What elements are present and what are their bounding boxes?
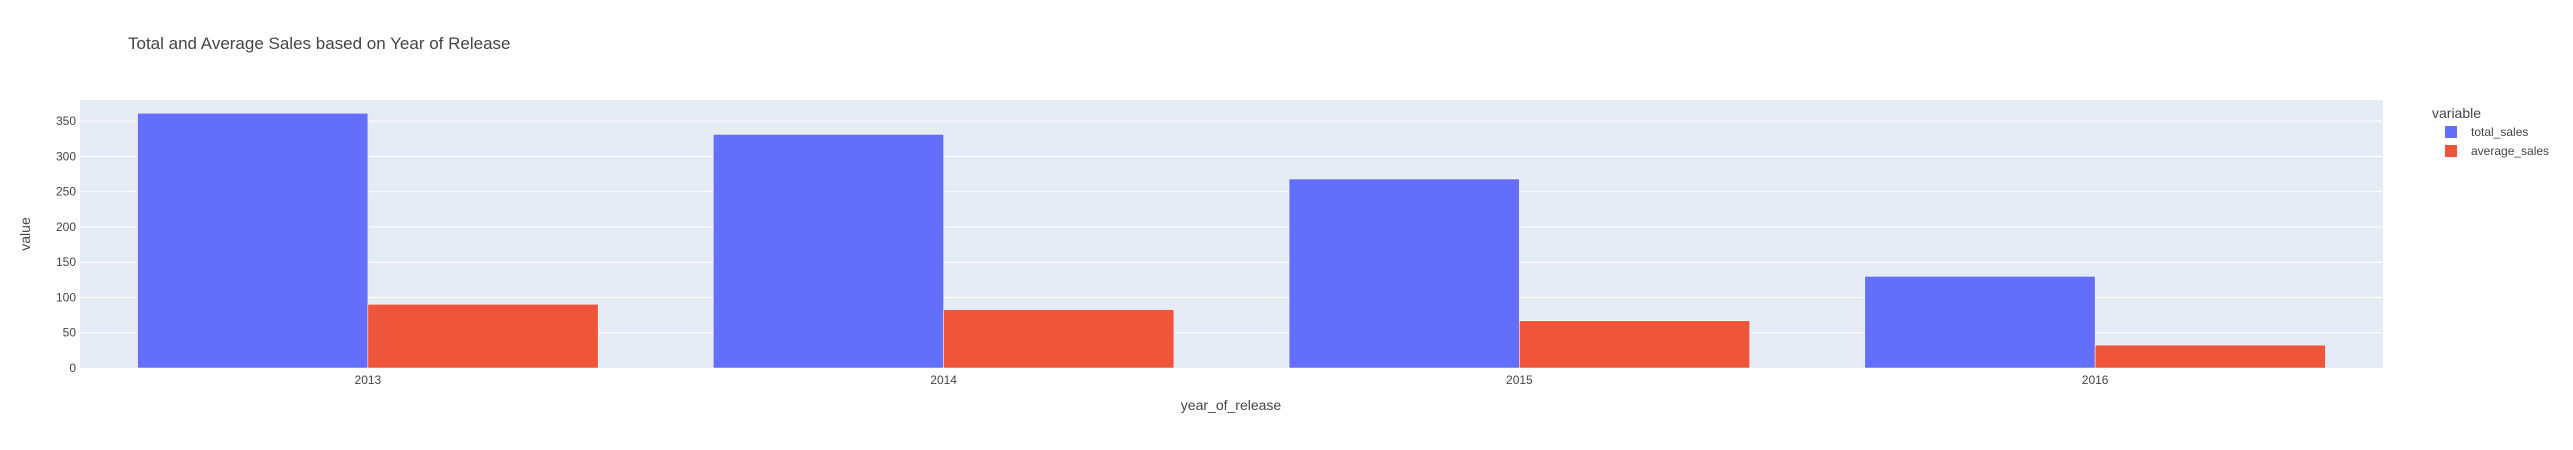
y-tick-label: 50	[63, 326, 77, 340]
legend-item-average_sales[interactable]: average_sales	[2445, 144, 2549, 158]
chart-title: Total and Average Sales based on Year of…	[128, 34, 510, 53]
x-tick-label: 2014	[930, 373, 957, 387]
y-axis-ticks: 0 50 100 150 200 250 300 350	[56, 114, 76, 375]
legend-swatch	[2445, 145, 2457, 157]
legend-items: total_sales average_sales	[2445, 125, 2549, 158]
y-tick-label: 300	[56, 149, 76, 163]
bar-average_sales-2013[interactable]	[367, 304, 599, 369]
x-axis-ticks: 2013 2014 2015 2016	[355, 373, 2109, 387]
bar-average_sales-2014[interactable]	[943, 309, 1175, 369]
legend-label: total_sales	[2471, 125, 2528, 139]
y-axis-title: value	[17, 217, 33, 251]
bar-average_sales-2016[interactable]	[2094, 344, 2326, 369]
y-tick-label: 250	[56, 185, 76, 199]
y-tick-label: 350	[56, 114, 76, 128]
bar-total_sales-2016[interactable]	[1864, 276, 2096, 369]
bars	[137, 113, 2326, 369]
y-tick-label: 100	[56, 290, 76, 304]
y-tick-label: 200	[56, 220, 76, 234]
x-tick-label: 2015	[1506, 373, 1533, 387]
bar-total_sales-2015[interactable]	[1288, 178, 1520, 369]
x-axis-title: year_of_release	[1181, 397, 1282, 413]
legend-label: average_sales	[2471, 144, 2549, 158]
x-tick-label: 2016	[2082, 373, 2109, 387]
y-tick-label: 0	[69, 361, 76, 375]
x-tick-label: 2013	[355, 373, 382, 387]
legend-swatch	[2445, 126, 2457, 138]
legend-title: variable	[2432, 105, 2481, 121]
bar-total_sales-2014[interactable]	[713, 134, 944, 369]
y-tick-label: 150	[56, 255, 76, 269]
bar-total_sales-2013[interactable]	[137, 113, 369, 369]
legend: variable total_sales average_sales	[2432, 105, 2549, 158]
bar-average_sales-2015[interactable]	[1519, 320, 1750, 369]
legend-item-total_sales[interactable]: total_sales	[2445, 125, 2528, 139]
